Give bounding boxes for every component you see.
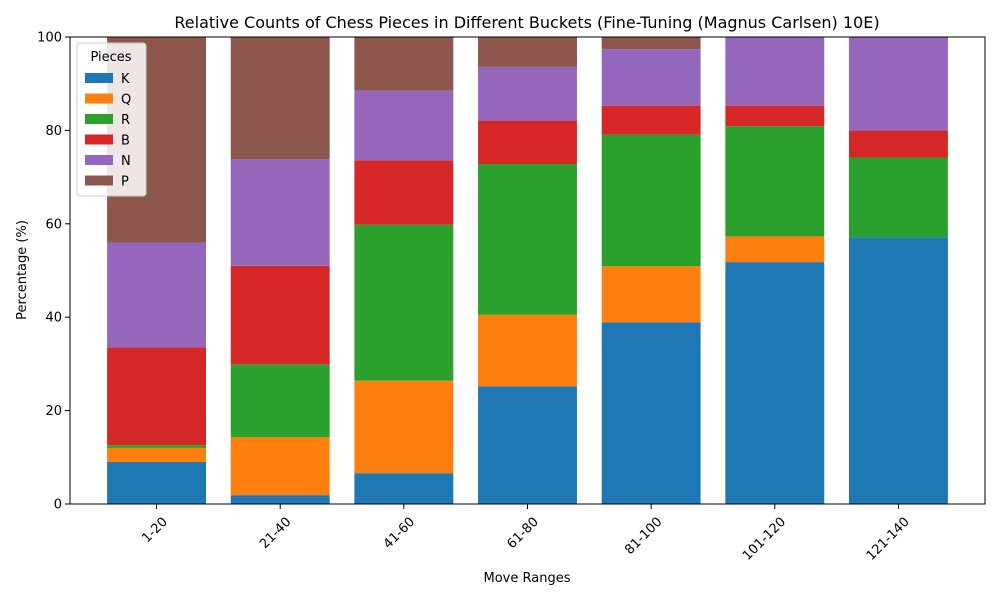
bar-segment-Q-1-20 — [107, 447, 207, 462]
x-tick-label: 61-80 — [504, 515, 541, 552]
bar-segment-K-81-100 — [601, 322, 701, 504]
bar-segment-K-21-40 — [230, 495, 330, 504]
bars-layer — [107, 37, 948, 504]
bar-segment-R-1-20 — [107, 445, 207, 448]
legend-swatch-P — [85, 175, 113, 186]
legend-label-P: P — [121, 175, 129, 190]
bar-segment-B-41-60 — [354, 160, 454, 225]
chart-title: Relative Counts of Chess Pieces in Diffe… — [174, 13, 879, 32]
bar-segment-N-1-20 — [107, 242, 207, 348]
bar-segment-K-1-20 — [107, 461, 207, 504]
bar-segment-B-101-120 — [725, 105, 825, 127]
bar-segment-P-61-80 — [478, 37, 577, 67]
bar-segment-B-1-20 — [107, 347, 207, 446]
legend-label-B: B — [121, 134, 130, 149]
legend-swatch-K — [85, 73, 113, 83]
bar-segment-P-21-40 — [230, 37, 330, 160]
bar-segment-N-121-140 — [848, 37, 948, 131]
bar-segment-R-21-40 — [230, 364, 330, 438]
y-axis-title: Percentage (%) — [15, 220, 30, 320]
bar-segment-N-61-80 — [478, 66, 577, 121]
bar-segment-B-61-80 — [478, 120, 577, 165]
bar-segment-R-121-140 — [848, 157, 948, 238]
legend-title: Pieces — [90, 50, 131, 65]
bar-segment-R-101-120 — [725, 126, 825, 237]
bar-segment-K-41-60 — [354, 473, 454, 504]
bar-segment-N-81-100 — [601, 49, 701, 106]
bar-segment-R-41-60 — [354, 224, 454, 381]
bar-segment-N-101-120 — [725, 37, 825, 106]
bar-segment-K-61-80 — [478, 386, 577, 504]
bar-segment-N-41-60 — [354, 90, 454, 161]
y-tick-label: 80 — [45, 124, 62, 139]
bar-segment-P-81-100 — [601, 37, 701, 50]
bar-segment-P-41-60 — [354, 37, 454, 91]
legend-swatch-N — [85, 155, 113, 165]
x-tick-label: 1-20 — [139, 515, 170, 546]
bar-segment-N-21-40 — [230, 159, 330, 266]
legend-swatch-Q — [85, 93, 113, 104]
bar-segment-R-81-100 — [601, 134, 701, 267]
y-tick-label: 40 — [45, 311, 62, 326]
x-tick-label: 121-140 — [864, 515, 913, 564]
x-tick-label: 81-100 — [622, 515, 665, 558]
bar-segment-B-121-140 — [848, 130, 948, 158]
bar-segment-K-101-120 — [725, 262, 825, 504]
legend-label-K: K — [121, 72, 130, 87]
y-tick-label: 20 — [45, 404, 62, 419]
bar-segment-Q-101-120 — [725, 236, 825, 263]
bar-segment-B-81-100 — [601, 105, 701, 135]
bar-segment-Q-61-80 — [478, 314, 577, 387]
y-tick-label: 100 — [37, 31, 62, 46]
legend-label-R: R — [121, 113, 130, 128]
legend-swatch-R — [85, 114, 113, 124]
x-tick-label: 21-40 — [257, 515, 294, 552]
bar-segment-B-21-40 — [230, 265, 330, 365]
bar-segment-R-61-80 — [478, 164, 577, 315]
x-axis-title: Move Ranges — [484, 571, 571, 586]
x-tick-label: 101-120 — [740, 515, 789, 564]
legend-swatch-B — [85, 134, 113, 145]
y-tick-label: 60 — [45, 217, 62, 232]
legend-label-N: N — [121, 154, 131, 169]
x-tick-label: 41-60 — [381, 515, 418, 552]
bar-segment-Q-81-100 — [601, 266, 701, 323]
y-tick-label: 0 — [54, 498, 62, 513]
bar-segment-Q-21-40 — [230, 437, 330, 496]
bar-segment-Q-41-60 — [354, 380, 454, 474]
legend-label-Q: Q — [121, 93, 131, 108]
bar-segment-K-121-140 — [848, 237, 948, 504]
